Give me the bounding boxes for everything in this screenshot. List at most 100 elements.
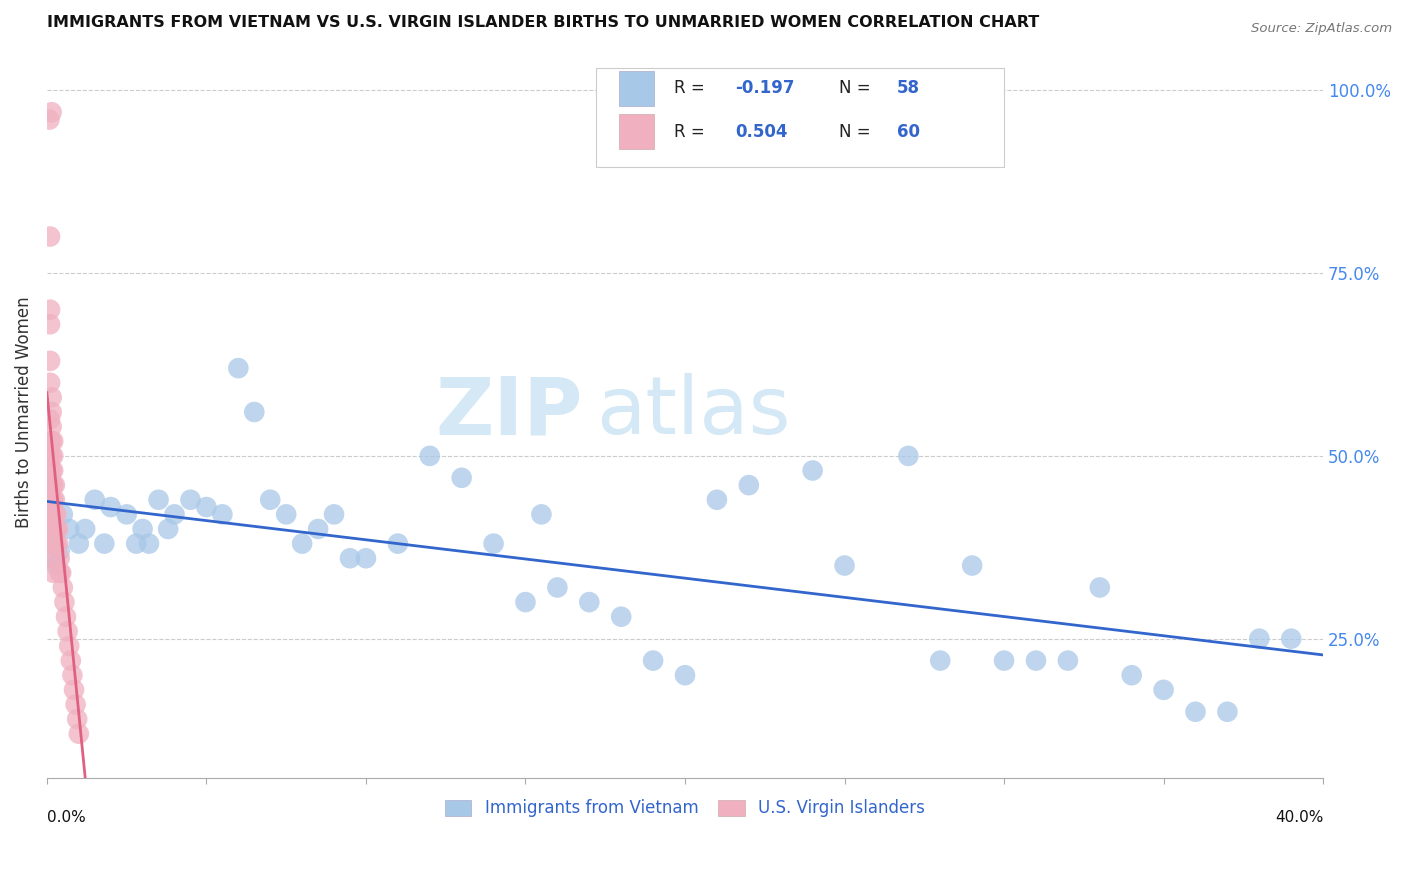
Text: N =: N = — [839, 79, 876, 97]
Point — [44, 508, 66, 522]
Point — [63, 682, 86, 697]
Point — [67, 536, 90, 550]
Point — [39, 492, 62, 507]
Point — [610, 609, 633, 624]
Point — [41, 508, 63, 522]
Point — [131, 522, 153, 536]
Point — [291, 536, 314, 550]
Point — [148, 492, 170, 507]
Point — [44, 478, 66, 492]
Point — [48, 566, 70, 580]
Point — [115, 508, 138, 522]
Point — [1279, 632, 1302, 646]
Point — [1216, 705, 1239, 719]
Point — [42, 463, 65, 477]
Point — [339, 551, 361, 566]
Point — [960, 558, 983, 573]
Point — [834, 558, 856, 573]
Point — [42, 434, 65, 449]
Point — [993, 654, 1015, 668]
FancyBboxPatch shape — [619, 70, 654, 106]
Point — [157, 522, 180, 536]
Point — [42, 522, 65, 536]
Point — [62, 668, 84, 682]
Point — [45, 508, 67, 522]
Point — [41, 492, 63, 507]
Text: Source: ZipAtlas.com: Source: ZipAtlas.com — [1251, 22, 1392, 36]
Point — [138, 536, 160, 550]
Point — [46, 522, 69, 536]
Point — [42, 551, 65, 566]
Point — [52, 581, 75, 595]
Point — [1153, 682, 1175, 697]
Point — [39, 302, 62, 317]
Point — [1249, 632, 1271, 646]
Point — [39, 500, 62, 514]
Point — [39, 318, 62, 332]
Point — [419, 449, 441, 463]
Point — [55, 609, 77, 624]
Point — [83, 492, 105, 507]
Point — [58, 522, 80, 536]
Point — [51, 566, 73, 580]
Point — [41, 434, 63, 449]
Point — [738, 478, 761, 492]
Point — [45, 558, 67, 573]
Point — [179, 492, 201, 507]
Point — [259, 492, 281, 507]
Point — [450, 471, 472, 485]
Text: R =: R = — [673, 123, 710, 141]
Point — [482, 536, 505, 550]
Text: atlas: atlas — [596, 373, 790, 451]
Point — [39, 229, 62, 244]
Point — [276, 508, 298, 522]
Point — [39, 376, 62, 390]
Point — [546, 581, 568, 595]
Point — [39, 478, 62, 492]
Point — [39, 354, 62, 368]
Point — [48, 551, 70, 566]
Point — [41, 105, 63, 120]
Point — [643, 654, 665, 668]
Point — [1184, 705, 1206, 719]
Point — [53, 595, 76, 609]
Point — [59, 654, 82, 668]
Point — [243, 405, 266, 419]
Text: IMMIGRANTS FROM VIETNAM VS U.S. VIRGIN ISLANDER BIRTHS TO UNMARRIED WOMEN CORREL: IMMIGRANTS FROM VIETNAM VS U.S. VIRGIN I… — [46, 15, 1039, 30]
Point — [387, 536, 409, 550]
Point — [39, 434, 62, 449]
FancyBboxPatch shape — [596, 69, 1004, 167]
Point — [801, 463, 824, 477]
Point — [75, 522, 97, 536]
Point — [42, 449, 65, 463]
Point — [39, 536, 62, 550]
Point — [65, 698, 87, 712]
Point — [41, 463, 63, 477]
Point — [38, 112, 60, 127]
Text: ZIP: ZIP — [436, 373, 583, 451]
Point — [515, 595, 537, 609]
Point — [530, 508, 553, 522]
Text: 60: 60 — [897, 123, 920, 141]
Point — [46, 536, 69, 550]
Point — [45, 536, 67, 550]
Point — [39, 463, 62, 477]
Point — [163, 508, 186, 522]
Point — [93, 536, 115, 550]
Point — [42, 536, 65, 550]
Point — [100, 500, 122, 514]
Point — [1057, 654, 1080, 668]
Point — [41, 522, 63, 536]
Point — [41, 449, 63, 463]
FancyBboxPatch shape — [619, 114, 654, 149]
Point — [44, 536, 66, 550]
Point — [354, 551, 377, 566]
Point — [929, 654, 952, 668]
Point — [1088, 581, 1111, 595]
Point — [45, 522, 67, 536]
Point — [67, 727, 90, 741]
Point — [125, 536, 148, 550]
Point — [44, 492, 66, 507]
Text: -0.197: -0.197 — [735, 79, 794, 97]
Point — [41, 419, 63, 434]
